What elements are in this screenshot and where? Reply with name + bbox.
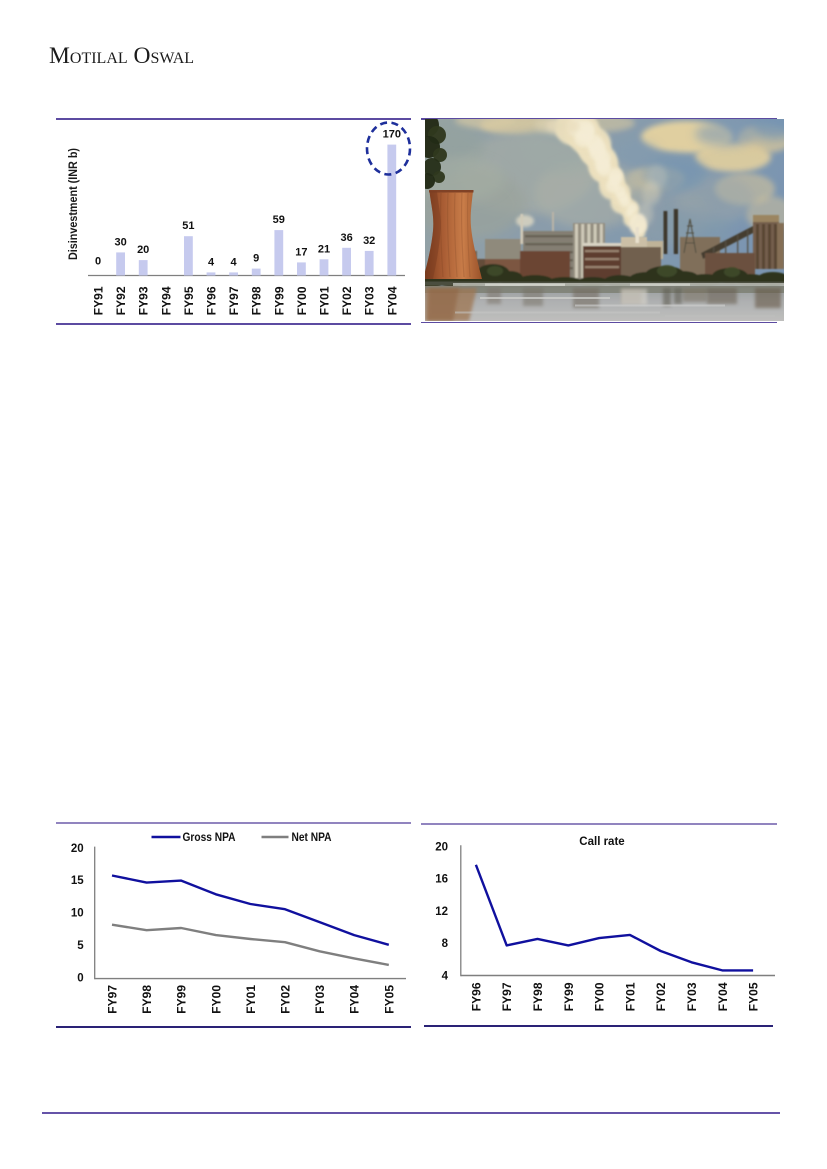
svg-text:FY99: FY99 (272, 286, 286, 315)
svg-text:FY04: FY04 (716, 982, 730, 1011)
svg-text:FY04: FY04 (385, 286, 399, 315)
svg-text:Net NPA: Net NPA (292, 832, 332, 844)
svg-text:FY00: FY00 (209, 985, 223, 1014)
svg-text:FY00: FY00 (593, 982, 607, 1011)
svg-text:FY98: FY98 (140, 985, 154, 1014)
svg-text:FY01: FY01 (318, 286, 332, 315)
svg-text:51: 51 (182, 220, 194, 232)
svg-text:FY97: FY97 (500, 982, 514, 1011)
svg-text:FY99: FY99 (175, 985, 189, 1014)
svg-text:4: 4 (442, 970, 449, 982)
svg-text:FY99: FY99 (562, 982, 576, 1011)
svg-text:FY01: FY01 (244, 985, 258, 1014)
svg-text:15: 15 (71, 875, 84, 887)
svg-text:FY98: FY98 (250, 286, 264, 315)
svg-text:4: 4 (231, 256, 238, 268)
svg-text:8: 8 (442, 938, 449, 950)
svg-text:FY00: FY00 (295, 286, 309, 315)
svg-text:10: 10 (71, 908, 84, 920)
svg-text:17: 17 (295, 246, 307, 258)
svg-text:12: 12 (435, 906, 448, 918)
svg-text:FY96: FY96 (205, 286, 219, 315)
svg-text:FY03: FY03 (313, 985, 327, 1014)
svg-text:FY05: FY05 (747, 982, 761, 1011)
svg-text:FY91: FY91 (92, 286, 106, 315)
svg-text:30: 30 (114, 236, 126, 248)
svg-text:0: 0 (95, 256, 101, 268)
svg-text:FY96: FY96 (469, 982, 483, 1011)
svg-text:20: 20 (137, 244, 149, 256)
svg-text:FY04: FY04 (348, 985, 362, 1014)
svg-text:20: 20 (71, 843, 84, 855)
svg-text:36: 36 (340, 232, 352, 244)
svg-text:59: 59 (273, 214, 285, 226)
svg-text:FY98: FY98 (531, 982, 545, 1011)
svg-text:FY95: FY95 (182, 286, 196, 315)
svg-text:4: 4 (208, 256, 215, 268)
svg-text:0: 0 (77, 972, 83, 984)
svg-text:FY03: FY03 (685, 982, 699, 1011)
svg-text:FY03: FY03 (363, 286, 377, 315)
svg-text:FY93: FY93 (137, 286, 151, 315)
svg-text:5: 5 (77, 940, 84, 952)
svg-text:21: 21 (318, 243, 330, 255)
svg-text:FY92: FY92 (114, 286, 128, 315)
svg-text:20: 20 (435, 841, 448, 853)
svg-text:FY02: FY02 (340, 286, 354, 315)
svg-text:FY02: FY02 (654, 982, 668, 1011)
svg-text:Disinvestment (INR b): Disinvestment (INR b) (68, 148, 80, 260)
svg-text:Gross NPA: Gross NPA (183, 832, 236, 844)
svg-text:32: 32 (363, 235, 375, 247)
svg-text:FY01: FY01 (623, 982, 637, 1011)
svg-text:FY94: FY94 (159, 286, 173, 315)
svg-text:FY05: FY05 (382, 985, 396, 1014)
svg-text:FY02: FY02 (279, 985, 293, 1014)
svg-text:FY97: FY97 (106, 985, 120, 1014)
svg-text:9: 9 (253, 253, 259, 265)
svg-text:16: 16 (435, 874, 448, 886)
svg-text:FY97: FY97 (227, 286, 241, 315)
svg-text:170: 170 (383, 129, 401, 141)
svg-text:Call rate: Call rate (579, 836, 624, 848)
